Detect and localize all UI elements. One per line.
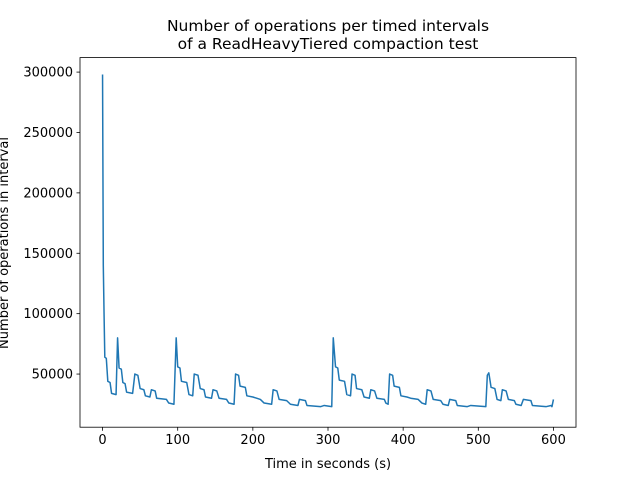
y-axis-label: Number of operations in interval <box>0 137 12 349</box>
chart-title: Number of operations per timed intervals <box>167 17 489 35</box>
chart-title: of a ReadHeavyTiered compaction test <box>178 35 479 53</box>
y-tick-label: 250000 <box>23 126 73 141</box>
x-tick-label: 500 <box>466 433 491 448</box>
axes-frame <box>79 57 577 428</box>
data-line <box>101 74 555 408</box>
y-tick-label: 200000 <box>23 186 73 201</box>
x-tick-label: 600 <box>541 433 566 448</box>
x-axis-label: Time in seconds (s) <box>264 457 391 472</box>
y-tick-label: 50000 <box>32 368 73 383</box>
x-tick-label: 300 <box>316 433 341 448</box>
x-tick-label: 100 <box>165 433 190 448</box>
x-tick-label: 400 <box>391 433 416 448</box>
y-tick-label: 150000 <box>23 247 73 262</box>
y-tick-label: 300000 <box>23 66 73 81</box>
x-tick-label: 0 <box>98 433 106 448</box>
y-tick-label: 100000 <box>23 307 73 322</box>
x-tick-label: 200 <box>240 433 265 448</box>
